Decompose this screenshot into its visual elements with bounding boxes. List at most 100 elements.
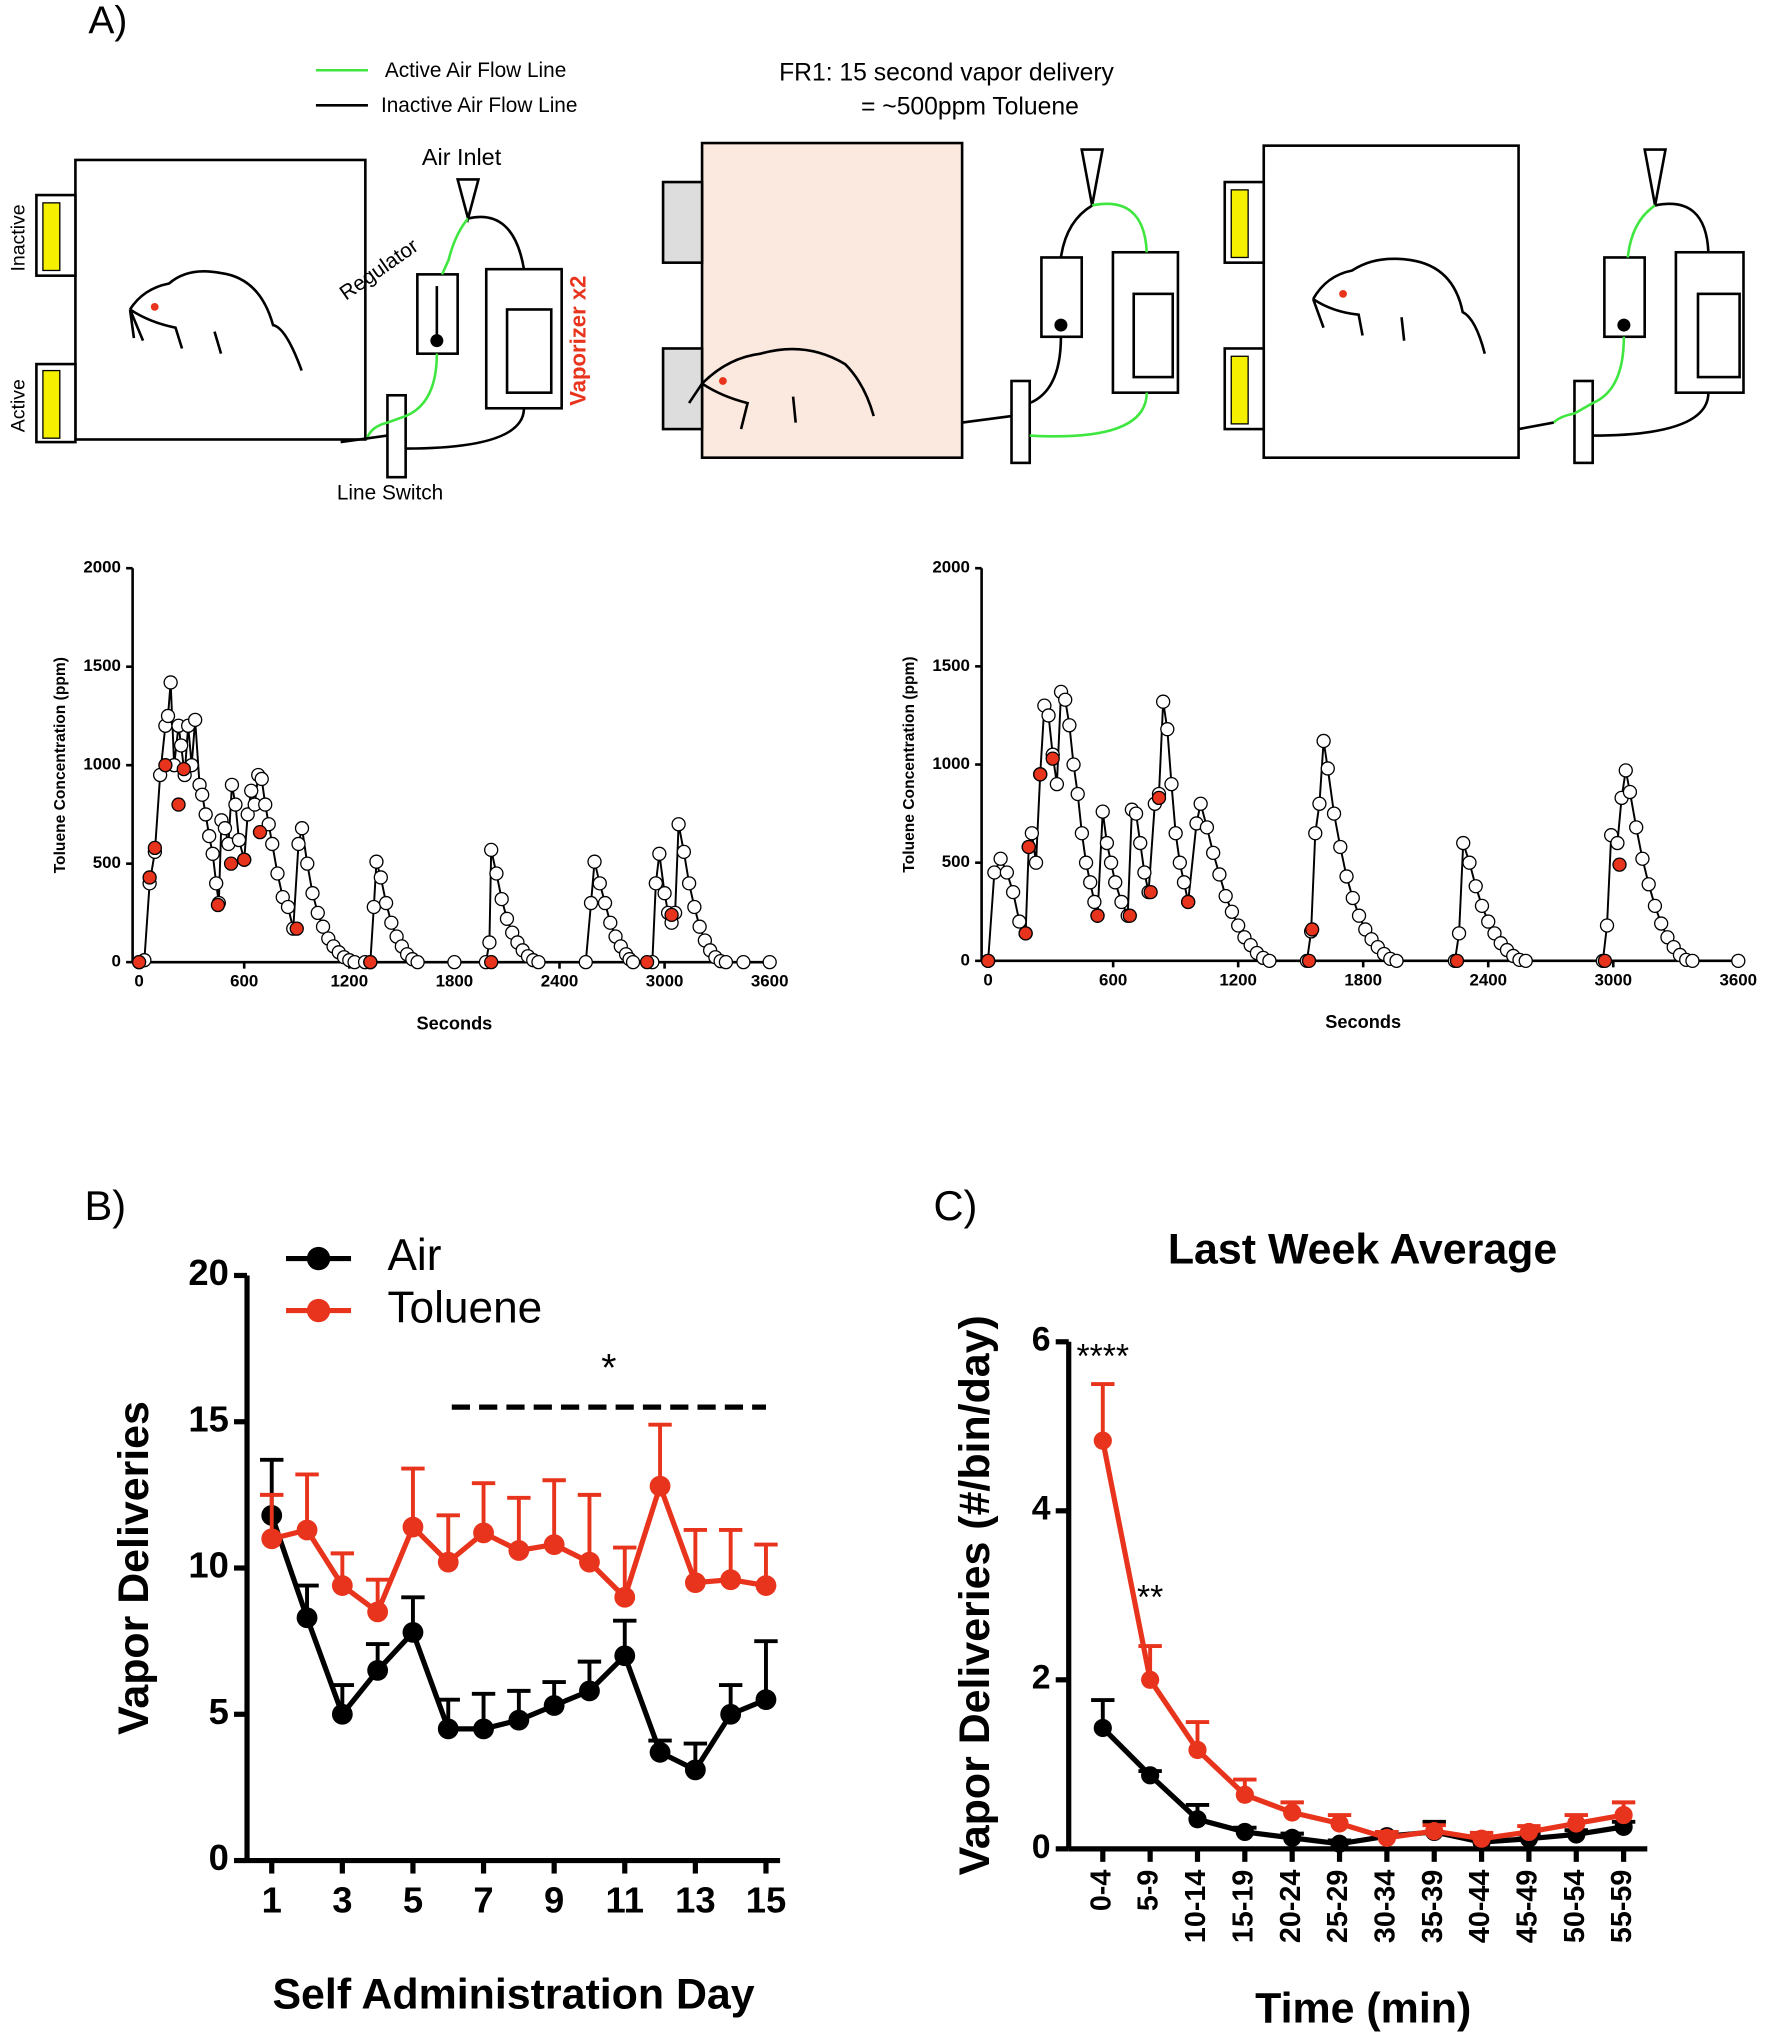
data-point (1093, 1718, 1112, 1738)
data-point (473, 1522, 494, 1544)
data-point (1087, 894, 1102, 910)
data-point (1472, 1829, 1491, 1848)
data-point (1164, 777, 1179, 792)
y-tick-label: 6 (1032, 1321, 1051, 1359)
legend-text: Active Air Flow Line (385, 59, 566, 82)
data-point (1193, 796, 1208, 811)
lever (661, 180, 704, 264)
lever-light (42, 369, 61, 439)
data-point (676, 844, 692, 859)
data-point (1160, 722, 1175, 737)
note: = ~500ppm Toluene (861, 93, 1079, 120)
data-point (1629, 820, 1644, 835)
data-point (1320, 761, 1335, 776)
regulator-ball (1617, 318, 1631, 332)
regulator-ball (430, 334, 444, 348)
y-tick-label: 2 (1032, 1659, 1051, 1697)
y-tick-label: 15 (188, 1398, 228, 1439)
data-point (261, 817, 276, 832)
data-point (649, 1741, 671, 1763)
data-point (158, 758, 173, 773)
data-point (543, 1534, 565, 1556)
data-point (1468, 879, 1483, 894)
data-point (583, 895, 599, 911)
air-inlet (455, 178, 481, 224)
data-point (1345, 890, 1360, 906)
data-point (482, 935, 497, 950)
lever-light (1230, 189, 1249, 259)
y-axis-label: Toluene Concentration (ppm) (901, 656, 918, 872)
data-point (587, 854, 602, 869)
x-tick-label: 50-54 (1559, 1870, 1591, 1943)
x-tick-label: 1200 (1219, 970, 1257, 989)
lever (661, 347, 704, 431)
data-point (1033, 767, 1048, 782)
y-tick-label: 1500 (932, 656, 970, 675)
data-point (210, 897, 226, 913)
data-point (1151, 790, 1167, 806)
y-tick-label: 2000 (83, 558, 121, 577)
data-point (1312, 796, 1327, 811)
data-point (1330, 1814, 1349, 1833)
data-point (1181, 894, 1196, 910)
data-point (1326, 806, 1342, 821)
data-point (1304, 922, 1320, 937)
mouse-eye (1339, 289, 1347, 298)
data-point (1122, 908, 1137, 923)
data-point (363, 954, 378, 970)
data-point (1172, 855, 1187, 870)
vaporizer-inner (1696, 292, 1741, 379)
y-tick-label: 0 (1032, 1828, 1051, 1866)
y-tick-label: 500 (942, 852, 970, 871)
data-point (1308, 826, 1323, 841)
x-tick-label: 5-9 (1133, 1870, 1165, 1912)
y-tick-label: 1000 (83, 755, 121, 774)
x-tick-label: 15 (746, 1879, 786, 1920)
chamber (74, 158, 367, 441)
data-point (1389, 953, 1404, 968)
active-air-line (1029, 202, 1149, 438)
x-tick-label: 3600 (751, 972, 789, 991)
data-point (367, 1659, 389, 1681)
y-tick-label: 20 (188, 1252, 228, 1293)
x-tick-label: 20-24 (1275, 1870, 1307, 1943)
data-point (1188, 1740, 1207, 1760)
data-point (1045, 751, 1060, 766)
data-point (649, 1475, 671, 1497)
chamber (700, 141, 964, 459)
data-point (531, 954, 546, 970)
vaporizer-inner (1132, 292, 1175, 379)
data-point (1377, 1828, 1396, 1847)
data-point (1128, 806, 1144, 821)
data-point (1647, 898, 1663, 914)
data-point (1188, 1810, 1207, 1829)
label: Air Inlet (422, 144, 502, 170)
data-point (195, 787, 210, 802)
data-point (174, 738, 189, 753)
x-tick-label: 1200 (331, 972, 369, 991)
error-bar (577, 1492, 602, 1563)
data-point (999, 865, 1015, 880)
label: Line Switch (337, 482, 443, 505)
error-bar (1091, 1382, 1115, 1441)
data-point (198, 807, 213, 822)
data-point (1731, 953, 1746, 968)
data-point (671, 817, 686, 832)
legend-text: Inactive Air Flow Line (381, 94, 578, 117)
x-tick-label: 3000 (1594, 970, 1632, 989)
data-point (1218, 888, 1233, 904)
x-tick-label: 1 (262, 1879, 282, 1920)
y-axis-label: Toluene Concentration (ppm) (52, 657, 69, 873)
data-point (473, 1718, 494, 1740)
data-point (993, 851, 1008, 866)
data-point (687, 899, 702, 915)
data-point (1021, 839, 1036, 855)
data-point (1078, 855, 1094, 870)
active-air-line (1552, 204, 1656, 424)
data-point (1330, 1834, 1349, 1853)
data-point (171, 797, 186, 812)
data-point (402, 1621, 424, 1643)
data-point (1090, 908, 1105, 923)
data-point (603, 915, 618, 930)
panel-label: B) (85, 1182, 127, 1229)
